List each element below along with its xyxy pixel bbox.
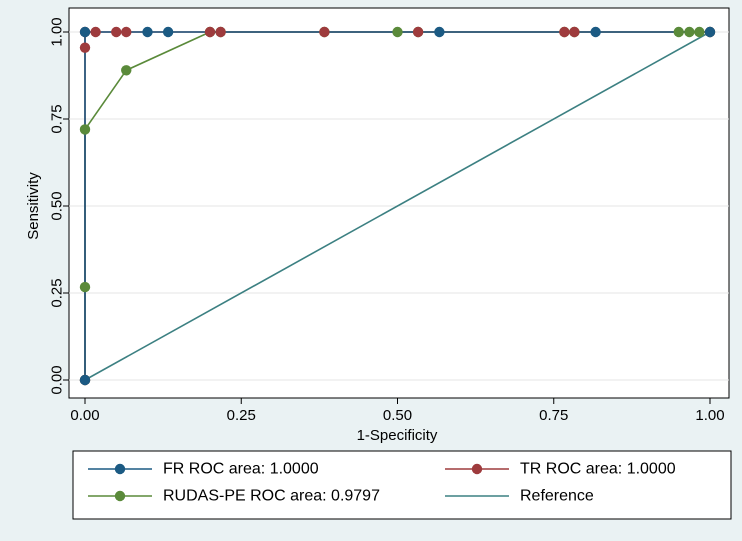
legend-label: FR ROC area: 1.0000 — [163, 461, 319, 478]
data-point-fr — [590, 26, 601, 38]
legend-marker — [471, 463, 483, 475]
data-point-rudas-pe — [79, 281, 91, 293]
data-point-tr — [412, 26, 424, 38]
x-tick-label: 0.25 — [227, 407, 256, 424]
plot-area — [68, 7, 730, 399]
data-point-rudas-pe — [694, 26, 705, 38]
data-point-tr — [79, 42, 91, 53]
axes: 0.00 0.25 0.50 0.75 1.00 0.00 0.25 0.50 0.75 1.00 — [49, 17, 725, 424]
y-tick-label: 1.00 — [49, 17, 66, 46]
data-point-fr — [434, 26, 445, 38]
series-line-reference — [84, 31, 711, 381]
data-point-tr — [204, 26, 216, 38]
data-point-fr — [142, 26, 153, 38]
legend-marker — [114, 490, 126, 502]
y-tick-label: 0.50 — [49, 191, 66, 220]
legend-marker — [114, 463, 126, 475]
data-point-tr — [569, 26, 580, 38]
data-point-rudas-pe — [684, 26, 695, 38]
legend-label: Reference — [520, 488, 594, 505]
y-tick-label: 0.75 — [49, 104, 66, 133]
x-axis-title: 1-Specificity — [357, 427, 438, 444]
x-tick-label: 0.75 — [539, 407, 568, 424]
data-point-rudas-pe — [121, 65, 132, 76]
data-point-rudas-pe — [673, 26, 684, 38]
data-point-tr — [319, 26, 330, 38]
data-point-tr — [215, 26, 226, 38]
data-point-tr — [111, 26, 122, 38]
data-point-tr — [559, 26, 570, 38]
legend-box — [72, 450, 732, 520]
data-point-rudas-pe — [79, 124, 91, 135]
y-tick-label: 0.25 — [49, 278, 66, 307]
data-point-fr — [79, 26, 91, 38]
y-axis-title: Sensitivity — [25, 172, 42, 240]
x-tick-label: 0.50 — [383, 407, 412, 424]
legend-label: RUDAS-PE ROC area: 0.9797 — [163, 488, 380, 505]
data-point-fr — [79, 374, 91, 386]
y-tick-label: 0.00 — [49, 365, 66, 394]
data-point-fr — [162, 26, 174, 38]
legend-label: TR ROC area: 1.0000 — [520, 461, 676, 478]
data-point-tr — [90, 26, 101, 38]
x-tick-label: 0.00 — [70, 407, 99, 424]
legend: FR ROC area: 1.0000 TR ROC area: 1.0000 RU… — [88, 461, 676, 505]
data-point-tr — [121, 26, 132, 38]
series-layer — [79, 26, 716, 386]
data-point-fr — [704, 26, 716, 38]
data-point-rudas-pe — [392, 26, 403, 38]
x-tick-label: 1.00 — [695, 407, 724, 424]
